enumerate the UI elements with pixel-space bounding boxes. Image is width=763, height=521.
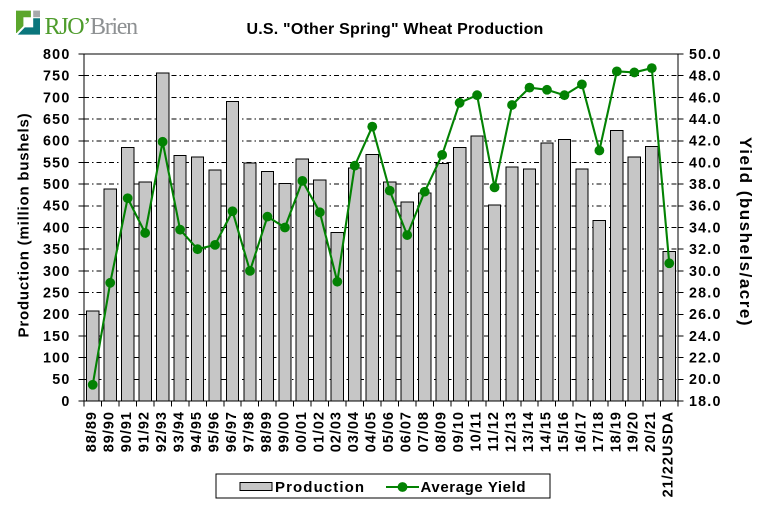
svg-text:97/98: 97/98 (241, 411, 257, 452)
svg-text:17/18: 17/18 (591, 411, 607, 452)
svg-text:94/95: 94/95 (189, 411, 205, 452)
svg-text:10/11: 10/11 (468, 411, 484, 452)
svg-text:400: 400 (43, 220, 70, 236)
svg-text:02/03: 02/03 (329, 411, 345, 452)
svg-text:550: 550 (43, 155, 70, 171)
svg-text:30.0: 30.0 (689, 264, 722, 280)
svg-text:44.0: 44.0 (689, 112, 722, 128)
svg-text:34.0: 34.0 (689, 220, 722, 236)
svg-text:40.0: 40.0 (689, 155, 722, 171)
svg-text:46.0: 46.0 (689, 90, 722, 106)
svg-text:26.0: 26.0 (689, 307, 722, 323)
svg-text:00/01: 00/01 (294, 411, 310, 452)
svg-text:98/99: 98/99 (259, 411, 275, 452)
svg-text:350: 350 (43, 242, 70, 258)
svg-text:0: 0 (61, 394, 70, 410)
svg-text:100: 100 (43, 351, 70, 367)
svg-text:650: 650 (43, 112, 70, 128)
svg-text:96/97: 96/97 (224, 411, 240, 452)
svg-text:32.0: 32.0 (689, 242, 722, 258)
svg-text:88/89: 88/89 (84, 411, 100, 452)
svg-text:600: 600 (43, 134, 70, 150)
svg-text:89/90: 89/90 (102, 411, 118, 452)
svg-text:50: 50 (52, 372, 70, 388)
svg-text:18/19: 18/19 (608, 411, 624, 452)
svg-text:01/02: 01/02 (311, 411, 327, 452)
svg-text:13/14: 13/14 (521, 411, 537, 452)
svg-text:12/13: 12/13 (503, 411, 519, 452)
svg-text:90/91: 90/91 (119, 411, 135, 452)
svg-text:24.0: 24.0 (689, 329, 722, 345)
svg-text:92/93: 92/93 (154, 411, 170, 452)
svg-text:16/17: 16/17 (573, 411, 589, 452)
svg-text:36.0: 36.0 (689, 199, 722, 215)
svg-text:22.0: 22.0 (689, 351, 722, 367)
svg-text:95/96: 95/96 (206, 411, 222, 452)
svg-text:U.S. "Other Spring" Wheat Prod: U.S. "Other Spring" Wheat Production (246, 21, 543, 38)
svg-text:150: 150 (43, 329, 70, 345)
svg-text:21/22USDA: 21/22USDA (661, 411, 677, 497)
svg-text:99/00: 99/00 (276, 411, 292, 452)
svg-text:08/09: 08/09 (434, 411, 450, 452)
svg-text:20/21: 20/21 (643, 411, 659, 452)
svg-text:500: 500 (43, 177, 70, 193)
svg-text:Production (million bushels): Production (million bushels) (16, 113, 33, 338)
svg-text:38.0: 38.0 (689, 177, 722, 193)
svg-text:450: 450 (43, 199, 70, 215)
svg-text:20.0: 20.0 (689, 372, 722, 388)
svg-text:Yield (bushels/acre): Yield (bushels/acre) (736, 137, 755, 327)
svg-text:07/08: 07/08 (416, 411, 432, 452)
svg-text:800: 800 (43, 47, 70, 63)
svg-text:05/06: 05/06 (381, 411, 397, 452)
svg-text:14/15: 14/15 (538, 411, 554, 452)
svg-text:93/94: 93/94 (171, 411, 187, 452)
svg-text:200: 200 (43, 307, 70, 323)
svg-text:91/92: 91/92 (137, 411, 153, 452)
svg-text:09/10: 09/10 (451, 411, 467, 452)
svg-text:50.0: 50.0 (689, 47, 722, 63)
svg-text:750: 750 (43, 69, 70, 85)
svg-text:48.0: 48.0 (689, 69, 722, 85)
svg-text:Production: Production (275, 479, 365, 496)
svg-text:15/16: 15/16 (556, 411, 572, 452)
svg-text:06/07: 06/07 (399, 411, 415, 452)
svg-text:42.0: 42.0 (689, 134, 722, 150)
svg-text:28.0: 28.0 (689, 285, 722, 301)
svg-text:300: 300 (43, 264, 70, 280)
svg-text:250: 250 (43, 285, 70, 301)
svg-text:03/04: 03/04 (346, 411, 362, 452)
svg-text:700: 700 (43, 90, 70, 106)
svg-text:11/12: 11/12 (486, 411, 502, 452)
svg-text:RJO’Brien: RJO’Brien (45, 14, 139, 40)
svg-text:04/05: 04/05 (364, 411, 380, 452)
svg-text:19/20: 19/20 (626, 411, 642, 452)
svg-text:Average Yield: Average Yield (421, 479, 527, 496)
svg-text:18.0: 18.0 (689, 394, 722, 410)
